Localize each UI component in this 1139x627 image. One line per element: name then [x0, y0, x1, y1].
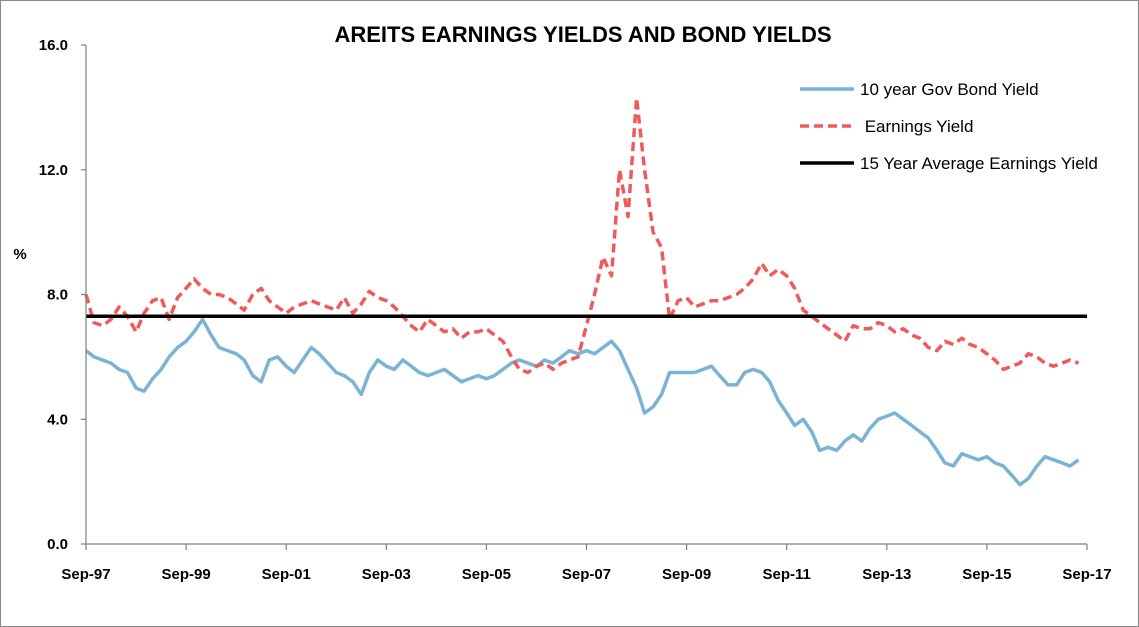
- y-tick-label: 8.0: [47, 287, 68, 304]
- x-tick-label: Sep-11: [763, 566, 811, 583]
- y-tick-label: 4.0: [47, 411, 68, 428]
- legend-label-1: 10 year Gov Bond Yield: [860, 80, 1039, 99]
- x-tick-label: Sep-15: [962, 566, 1011, 583]
- legend-label-2: Earnings Yield: [860, 117, 973, 136]
- legend: 10 year Gov Bond Yield Earnings Yield 15 …: [800, 80, 1098, 173]
- x-tick-label: Sep-09: [662, 566, 711, 583]
- x-tick-label: Sep-07: [562, 566, 611, 583]
- legend-label-3: 15 Year Average Earnings Yield: [860, 154, 1098, 173]
- x-tick-label: Sep-05: [462, 566, 511, 583]
- y-tick-label: 12.0: [39, 162, 68, 179]
- x-tick-label: Sep-99: [161, 566, 210, 583]
- y-tick-label: 16.0: [39, 37, 68, 54]
- chart-title: AREITS EARNINGS YIELDS AND BOND YIELDS: [334, 22, 831, 47]
- series-line-1: [84, 317, 1080, 487]
- y-axis-label: %: [13, 246, 26, 263]
- x-tick-label: Sep-01: [262, 566, 311, 583]
- axes: 0.0 4.0 8.0 12.0 16.0 Sep-97 Sep-99 Sep-01 Sep-0…: [39, 37, 1112, 583]
- x-tick-label: Sep-97: [61, 566, 110, 583]
- x-tick-label: Sep-03: [362, 566, 411, 583]
- plot-area: [84, 96, 1087, 487]
- x-tick-label: Sep-17: [1062, 566, 1111, 583]
- series-line-2: [84, 96, 1080, 375]
- y-tick-label: 0.0: [47, 536, 68, 553]
- x-tick-label: Sep-13: [862, 566, 911, 583]
